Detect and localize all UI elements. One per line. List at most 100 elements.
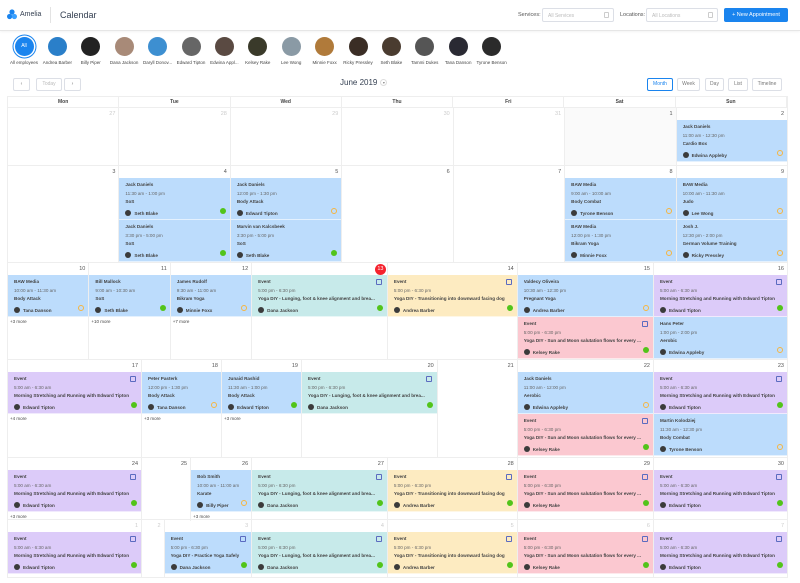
- appointment-card[interactable]: Event 5:00 am - 6:30 am Morning Stretching…: [8, 532, 142, 574]
- appointment-card[interactable]: Marvin van Kalcsbeek 3:30 pm - 5:00 pm SoS…: [230, 220, 342, 262]
- day-cell[interactable]: 7: [454, 166, 566, 262]
- appointment-card[interactable]: Event 5:00 am - 6:30 am Morning Stretching…: [653, 372, 787, 414]
- day-cell[interactable]: 4 Jack Daniels 11:30 am - 1:00 pm SoS Seth B…: [119, 166, 231, 262]
- employee-item[interactable]: Dana Jackson: [107, 37, 141, 65]
- day-cell[interactable]: 4 Event 5:00 pm - 6:30 pm Yoga DIY - Lungin…: [252, 520, 388, 577]
- day-cell[interactable]: 22 Jack Daniels 11:00 am - 12:00 pm Aerobic…: [517, 360, 654, 457]
- day-cell[interactable]: 27 Event 5:00 pm - 6:30 pm Yoga DIY - Lungi…: [252, 458, 388, 521]
- view-week-button[interactable]: Week: [677, 78, 700, 91]
- day-cell[interactable]: 30 Event 5:00 am - 6:30 am Morning Stretchi…: [653, 458, 788, 521]
- day-cell[interactable]: 20 Event 5:00 pm - 6:30 pm Yoga DIY - Lungi…: [302, 360, 438, 457]
- appointment-card[interactable]: Event 5:00 pm - 6:30 pm Yoga DIY - Lunging…: [252, 532, 387, 574]
- today-button[interactable]: Today: [36, 78, 62, 91]
- appointment-card[interactable]: Event 5:00 pm - 6:30 pm Yoga DIY - Lunging…: [252, 470, 387, 512]
- appointment-card[interactable]: BAW Media 12:00 pm - 1:30 pm Bikram Yoga Mi…: [565, 220, 676, 262]
- more-link[interactable]: +7 more: [172, 319, 190, 324]
- day-cell[interactable]: 9 BAW Media 10:00 am - 11:30 am Judo Lee Won…: [676, 166, 788, 262]
- more-link[interactable]: +3 more: [144, 416, 161, 421]
- day-cell[interactable]: 12 James Rudolf 9:30 am - 11:00 am Bikram Y…: [170, 263, 253, 359]
- day-cell[interactable]: 1 Event 5:00 am - 6:30 am Morning Stretchin…: [8, 520, 143, 577]
- appointment-card[interactable]: Jack Daniels 11:00 am - 12:30 pm Cardio Bo…: [676, 120, 787, 162]
- appointment-card[interactable]: Event 5:00 pm - 6:30 pm Yoga DIY - Sun and…: [517, 317, 653, 359]
- appointment-card[interactable]: Bill Mallock 9:00 am - 10:30 am SoS Seth Bl…: [89, 275, 170, 317]
- appointment-card[interactable]: Event 5:00 am - 6:30 am Morning Stretching…: [653, 275, 787, 317]
- day-cell[interactable]: 10 BAW Media 10:00 am - 11:30 am Body Attac…: [8, 263, 90, 359]
- appointment-card[interactable]: Bob Smith 10:00 am - 11:00 am Karate Billy …: [191, 470, 252, 512]
- employee-item[interactable]: Tyrone Benson: [475, 37, 509, 65]
- day-cell[interactable]: 21: [438, 360, 518, 457]
- appointment-card[interactable]: Event 5:00 pm - 6:30 pm Yoga DIY - Lunging…: [252, 275, 387, 317]
- employee-item[interactable]: Edwina Appl...: [207, 37, 241, 65]
- day-cell[interactable]: 5 Event 5:00 pm - 6:30 pm Yoga DIY - Transi…: [387, 520, 518, 577]
- employee-item[interactable]: Billy Piper: [74, 37, 108, 65]
- day-cell[interactable]: 28 Event 5:00 pm - 6:30 pm Yoga DIY - Trans…: [387, 458, 518, 521]
- appointment-card[interactable]: BAW Media 10:00 am - 11:30 am Judo Lee Wong: [676, 178, 787, 220]
- day-cell[interactable]: 3 Event 5:00 pm - 6:30 pm Yoga DIY - Practi…: [164, 520, 253, 577]
- day-cell[interactable]: 28: [119, 108, 231, 165]
- day-cell[interactable]: 25: [142, 458, 192, 521]
- appointment-card[interactable]: Hans Peter 1:00 pm - 2:00 pm Aerobic Edwina…: [653, 317, 787, 359]
- appointment-card[interactable]: Event 5:00 am - 6:30 am Morning Stretching…: [653, 532, 787, 574]
- employee-all[interactable]: All All employees: [7, 37, 41, 65]
- appointment-card[interactable]: Valdecy Oliveira 10:30 am - 12:30 pm Pregn…: [517, 275, 653, 317]
- day-cell[interactable]: 8 BAW Media 9:00 am - 10:00 am Body Combat T…: [565, 166, 677, 262]
- appointment-card[interactable]: Jack Daniels 11:30 am - 1:00 pm SoS Seth Bl…: [119, 178, 230, 220]
- appointment-card[interactable]: James Rudolf 9:30 am - 11:00 am Bikram Yog…: [170, 275, 252, 317]
- more-link[interactable]: +3 more: [10, 319, 27, 324]
- employee-item[interactable]: Edward Tipton: [174, 37, 208, 65]
- employee-item[interactable]: Minnie Foxx: [308, 37, 342, 65]
- appointment-card[interactable]: Event 5:00 pm - 6:30 pm Yoga DIY - Sun and…: [517, 532, 653, 574]
- day-cell[interactable]: 23 Event 5:00 am - 6:30 am Morning Stretchi…: [653, 360, 788, 457]
- month-picker[interactable]: June 2019 ▾: [340, 78, 388, 87]
- employee-item[interactable]: Daryll Donov...: [141, 37, 175, 65]
- employee-item[interactable]: Tammi Dukes: [408, 37, 442, 65]
- day-cell[interactable]: 3: [8, 166, 120, 262]
- appointment-card[interactable]: BAW Media 9:00 am - 10:00 am Body Combat Ty…: [565, 178, 676, 220]
- new-appointment-button[interactable]: + New Appointment: [724, 8, 788, 22]
- employee-item[interactable]: Kelsey Rake: [241, 37, 275, 65]
- appointment-card[interactable]: Event 5:00 pm - 6:30 pm Yoga DIY - Transit…: [387, 532, 517, 574]
- appointment-card[interactable]: Event 5:00 pm - 6:30 pm Yoga DIY - Transit…: [387, 275, 517, 317]
- day-cell[interactable]: 11 Bill Mallock 9:00 am - 10:30 am SoS Seth …: [89, 263, 171, 359]
- locations-select[interactable]: All Locations: [646, 8, 718, 22]
- employee-item[interactable]: Tana Danson: [441, 37, 475, 65]
- day-cell[interactable]: 6 Event 5:00 pm - 6:30 pm Yoga DIY - Sun an…: [517, 520, 654, 577]
- more-link[interactable]: +3 more: [10, 514, 27, 519]
- day-cell[interactable]: 24 Event 5:00 am - 6:30 am Morning Stretchi…: [8, 458, 143, 521]
- appointment-card[interactable]: Jack Daniels 11:00 am - 12:00 pm Aerobic Ed…: [517, 372, 653, 414]
- appointment-card[interactable]: Jack Daniels 12:00 pm - 1:30 pm Body Attac…: [230, 178, 342, 220]
- appointment-card[interactable]: Event 5:00 pm - 6:30 pm Yoga DIY - Practic…: [164, 532, 252, 574]
- appointment-card[interactable]: Event 5:00 pm - 6:30 pm Yoga DIY - Sun and…: [517, 414, 653, 456]
- day-cell[interactable]: 7 Event 5:00 am - 6:30 am Morning Stretchin…: [653, 520, 788, 577]
- day-cell[interactable]: 19 Junaid Rashid 11:30 am - 1:00 pm Body At…: [222, 360, 302, 457]
- day-cell[interactable]: 6: [342, 166, 454, 262]
- day-cell[interactable]: 31: [454, 108, 566, 165]
- day-cell[interactable]: 18 Peter Pasterk 12:00 pm - 1:30 pm Body At…: [142, 360, 222, 457]
- employee-item[interactable]: Seth Blake: [374, 37, 408, 65]
- appointment-card[interactable]: Martin Kolodziej 11:30 am - 12:30 pm Body …: [653, 414, 787, 456]
- appointment-card[interactable]: Event 5:00 am - 6:30 am Morning Stretching…: [8, 470, 142, 512]
- day-cell[interactable]: 29: [231, 108, 343, 165]
- more-link[interactable]: +3 more: [224, 416, 241, 421]
- employee-item[interactable]: Lee Wong: [274, 37, 308, 65]
- more-link[interactable]: +4 more: [10, 416, 27, 421]
- appointment-card[interactable]: Event 5:00 pm - 6:30 pm Yoga DIY - Sun and…: [517, 470, 653, 512]
- appointment-card[interactable]: Event 5:00 am - 6:30 am Morning Stretching…: [8, 372, 142, 414]
- appointment-card[interactable]: BAW Media 10:00 am - 11:30 am Body Attack T…: [8, 275, 89, 317]
- appointment-card[interactable]: Jack Daniels 3:30 pm - 5:00 pm SoS Seth Bla…: [119, 220, 230, 262]
- more-link[interactable]: +3 more: [193, 514, 210, 519]
- view-day-button[interactable]: Day: [705, 78, 724, 91]
- day-cell[interactable]: 1: [565, 108, 677, 165]
- appointment-card[interactable]: Event 5:00 pm - 6:30 pm Yoga DIY - Lunging…: [302, 372, 437, 414]
- appointment-card[interactable]: Junaid Rashid 11:30 am - 1:00 pm Body Atta…: [222, 372, 301, 414]
- day-cell[interactable]: 2: [142, 520, 165, 577]
- more-link[interactable]: +10 more: [91, 319, 111, 324]
- appointment-card[interactable]: Josh J. 12:30 pm - 2:00 pm German Volume T…: [676, 220, 787, 262]
- employee-item[interactable]: Andrea Barber: [40, 37, 74, 65]
- view-month-button[interactable]: Month: [647, 78, 673, 91]
- day-cell[interactable]: 30: [342, 108, 454, 165]
- view-list-button[interactable]: List: [728, 78, 748, 91]
- day-cell[interactable]: 26 Bob Smith 10:00 am - 11:00 am Karate Bill…: [191, 458, 253, 521]
- view-timeline-button[interactable]: Timeline: [752, 78, 782, 91]
- day-cell[interactable]: 5 Jack Daniels 12:00 pm - 1:30 pm Body Atta…: [230, 166, 343, 262]
